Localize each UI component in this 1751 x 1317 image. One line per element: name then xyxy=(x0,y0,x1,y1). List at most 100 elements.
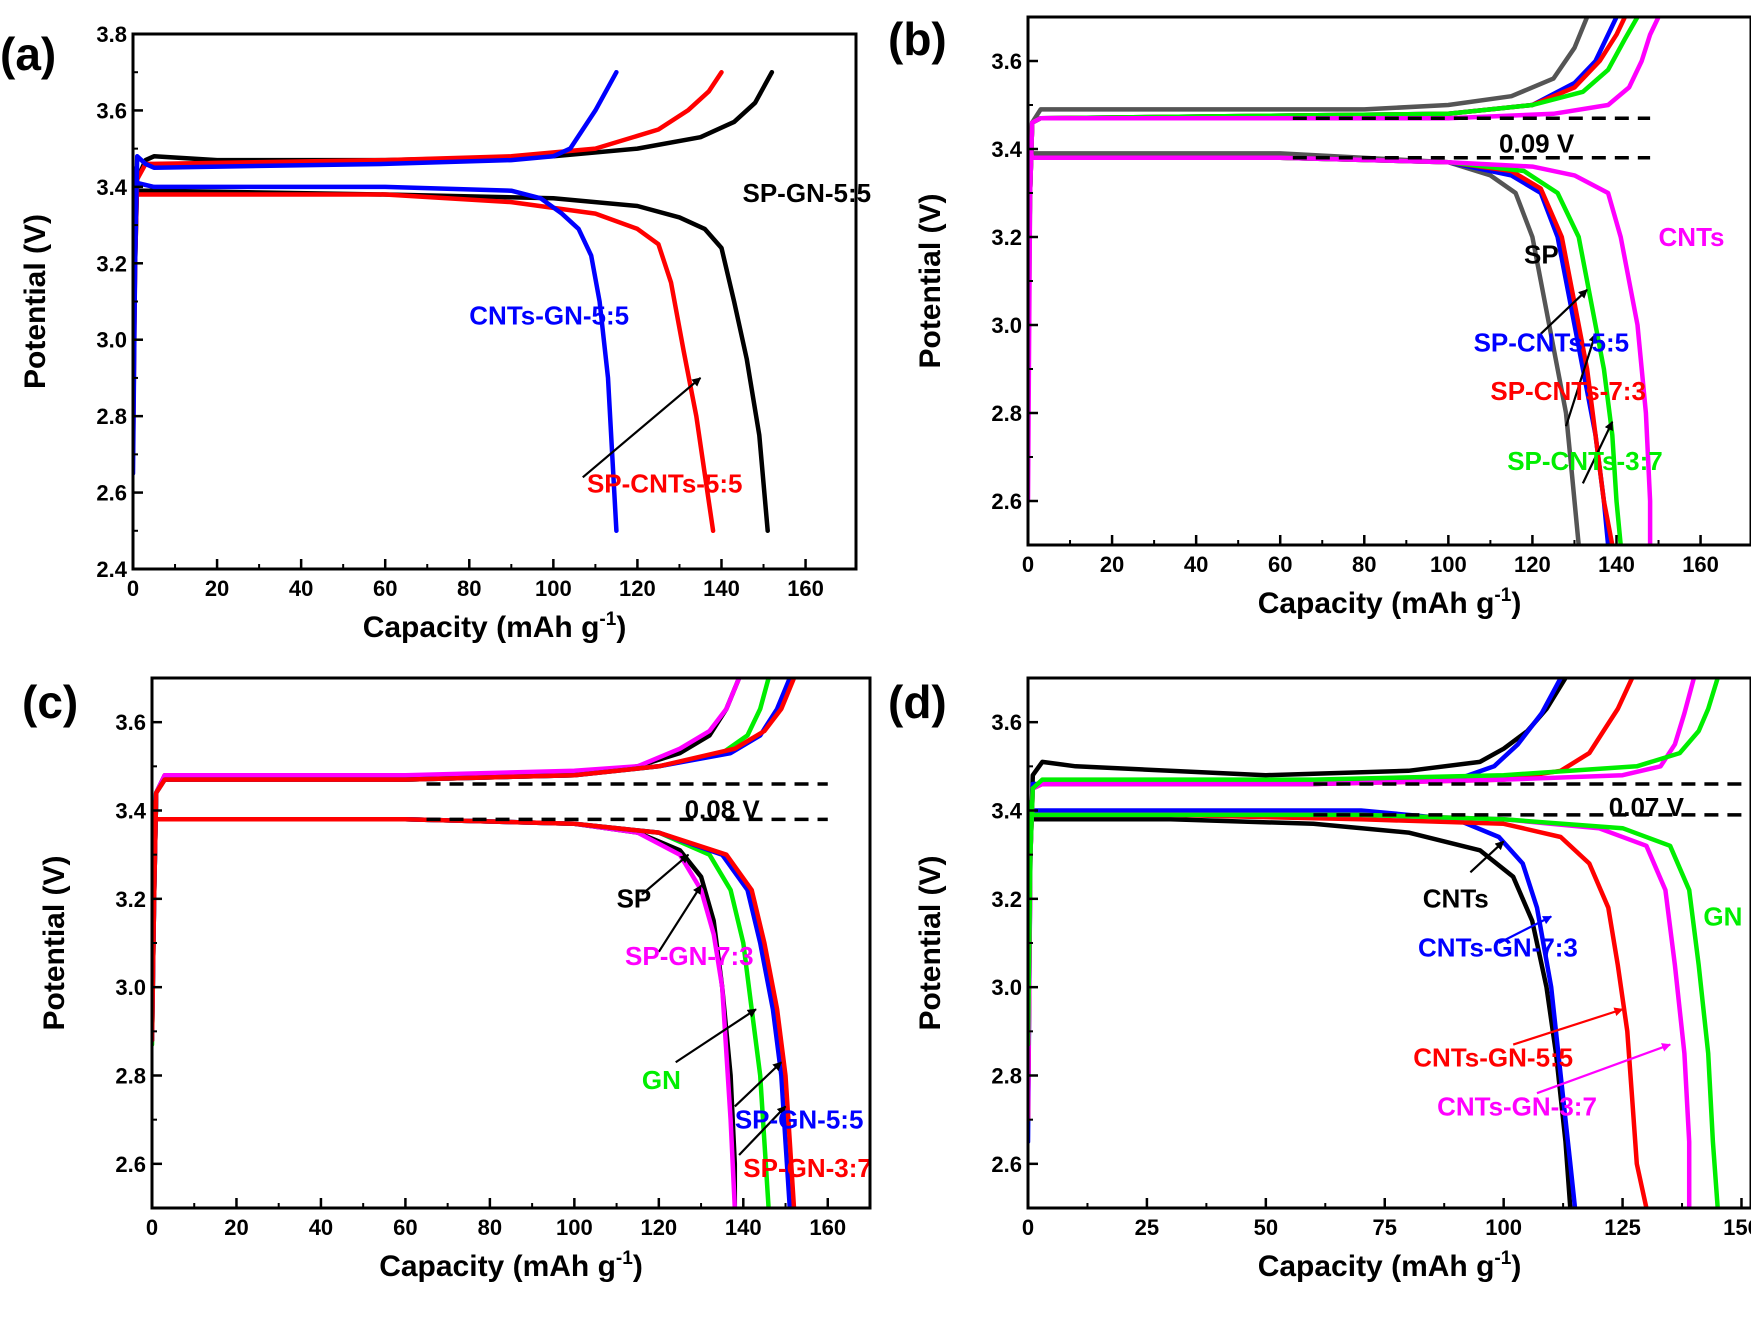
x-tick-label: 20 xyxy=(205,576,229,601)
chart-panel-3: (c) 0.08 V SP SP-GN-7:3 GN SP-GN-5:5 SP-GN-3:7… xyxy=(22,676,872,1283)
annotation-arrow-3 xyxy=(1512,1007,1624,1046)
annotation-arrow-2 xyxy=(1498,915,1553,944)
x-tick-label: 100 xyxy=(1430,552,1467,577)
series-line-cnts-gn-5-5-charge xyxy=(133,69,619,476)
annotation-arrow-3 xyxy=(675,1008,757,1064)
series-label-cnts-gn-5-5: CNTs-GN-5:5 xyxy=(1413,1043,1573,1073)
y-tick-label: 2.8 xyxy=(96,404,127,429)
panel-letter: (a) xyxy=(0,28,56,80)
y-tick-label: 3.6 xyxy=(96,98,127,123)
y-tick-label: 3.2 xyxy=(991,887,1022,912)
annotation-arrow-2 xyxy=(657,884,702,953)
x-tick-label: 140 xyxy=(1598,552,1635,577)
series-label-gn: GN xyxy=(642,1065,681,1095)
series-line-cnts-gn-7-3-discharge xyxy=(1028,799,1578,1208)
annotation-arrow-1 xyxy=(1540,289,1588,335)
chart-panel-4: (d) 0.07 V CNTs CNTs-GN-7:3 CNTs-GN-5:5 CNTs-… xyxy=(888,676,1751,1283)
x-tick-label: 0 xyxy=(1022,552,1034,577)
series-group xyxy=(152,678,797,1208)
x-axis-title-superscript: -1 xyxy=(1494,585,1511,606)
series-line-sp-cnts-5-5-charge xyxy=(133,69,724,457)
x-tick-label: 100 xyxy=(535,576,572,601)
x-tick-label: 0 xyxy=(127,576,139,601)
series-line-gn-discharge xyxy=(152,799,771,1208)
annotation-arrow-4 xyxy=(734,1061,783,1108)
x-tick-label: 60 xyxy=(393,1215,417,1240)
panel-letter: (c) xyxy=(22,676,78,728)
series-label-sp: SP xyxy=(617,884,652,914)
series-line-cnts-discharge xyxy=(1028,137,1653,545)
series-line-sp-gn-7-3-discharge xyxy=(152,799,738,1208)
x-tick-label: 125 xyxy=(1604,1215,1641,1240)
panel-letter: (b) xyxy=(888,13,947,65)
series-label-cnts-gn-3-7: CNTs-GN-3:7 xyxy=(1437,1091,1597,1121)
y-tick-label: 2.4 xyxy=(96,557,127,582)
series-line-sp-cnts-7-3-charge xyxy=(1028,17,1628,328)
x-tick-label: 100 xyxy=(556,1215,593,1240)
y-tick-label: 2.6 xyxy=(991,1152,1022,1177)
x-tick-label: 0 xyxy=(1022,1215,1034,1240)
series-label-sp-gn-5-5: SP-GN-5:5 xyxy=(735,1105,864,1135)
x-tick-label: 20 xyxy=(1100,552,1124,577)
x-tick-label: 160 xyxy=(787,576,824,601)
plot-frame xyxy=(1026,676,1751,1210)
y-tick-label: 3.2 xyxy=(96,251,127,276)
y-tick-label: 3.6 xyxy=(115,710,146,735)
series-line-sp-gn-3-7-discharge xyxy=(152,799,797,1208)
y-tick-label: 3.4 xyxy=(96,175,127,200)
x-tick-label: 80 xyxy=(1352,552,1376,577)
x-axis-title: Capacity (mAh g-1) xyxy=(1258,585,1522,620)
series-label-cnts: CNTs xyxy=(1659,222,1725,252)
y-tick-label: 3.4 xyxy=(991,137,1022,162)
series-label-sp-cnts-5-5: SP-CNTs-5:5 xyxy=(587,469,743,499)
x-tick-label: 20 xyxy=(224,1215,248,1240)
x-axis-title: Capacity (mAh g-1) xyxy=(379,1248,643,1283)
annotation-arrow-5 xyxy=(738,1105,787,1156)
series-line-sp-gn-7-3-charge xyxy=(152,678,742,1043)
x-tick-label: 25 xyxy=(1135,1215,1159,1240)
y-tick-label: 3.0 xyxy=(991,975,1022,1000)
series-label-cnts: CNTs xyxy=(1423,884,1489,914)
annotation-arrow-4 xyxy=(1536,1043,1671,1095)
series-line-sp-gn-5-5-discharge xyxy=(133,176,770,534)
series-line-sp-gn-5-5-charge xyxy=(133,69,775,419)
chart-panel-1: (a) SP-GN-5:5 SP-CNTs-5:5 CNTs-GN-5:5 0 20 40 6… xyxy=(0,22,871,644)
series-line-sp-cnts-5-5-discharge xyxy=(133,176,716,534)
series-label-cnts-gn-5-5: CNTs-GN-5:5 xyxy=(469,300,629,330)
annotation-arrow-1 xyxy=(641,853,690,896)
series-line-sp-discharge xyxy=(1028,137,1581,545)
series-group xyxy=(1028,17,1661,545)
x-tick-label: 80 xyxy=(457,576,481,601)
series-line-cnts-discharge xyxy=(1028,799,1573,1208)
series-line-gn-discharge xyxy=(1028,799,1720,1208)
y-tick-label: 2.8 xyxy=(991,1064,1022,1089)
y-axis-title: Potential (V) xyxy=(19,214,52,389)
x-tick-label: 60 xyxy=(1268,552,1292,577)
x-tick-label: 50 xyxy=(1254,1215,1278,1240)
series-line-gn-charge xyxy=(152,678,771,1047)
series-group xyxy=(1028,678,1720,1208)
y-tick-label: 3.4 xyxy=(115,799,146,824)
x-tick-label: 160 xyxy=(809,1215,846,1240)
y-tick-label: 2.6 xyxy=(96,481,127,506)
series-line-sp-gn-3-7-charge xyxy=(152,678,797,1043)
chart-panel-2: (b) 0.09 V SP SP-CNTs-5:5 SP-CNTs-7:3 SP-CNTs… xyxy=(888,13,1751,620)
x-tick-label: 140 xyxy=(703,576,740,601)
series-label-sp-cnts-5-5: SP-CNTs-5:5 xyxy=(1474,327,1630,357)
annotation-arrow-1 xyxy=(1469,840,1505,874)
y-tick-label: 3.2 xyxy=(115,887,146,912)
y-axis-title: Potential (V) xyxy=(38,855,71,1030)
y-axis-title: Potential (V) xyxy=(914,193,947,368)
x-tick-label: 0 xyxy=(146,1215,158,1240)
x-tick-label: 80 xyxy=(478,1215,502,1240)
x-tick-label: 120 xyxy=(640,1215,677,1240)
x-tick-label: 100 xyxy=(1485,1215,1522,1240)
series-label-sp: SP xyxy=(1524,239,1559,269)
x-axis-title-superscript: -1 xyxy=(599,609,616,630)
delta-label: 0.07 V xyxy=(1609,792,1685,822)
y-tick-label: 3.8 xyxy=(96,22,127,47)
annotation-arrow-3 xyxy=(1581,420,1614,484)
y-tick-label: 2.8 xyxy=(115,1064,146,1089)
series-line-sp-gn-5-5-charge xyxy=(152,678,793,1043)
series-line-sp-gn-5-5-discharge xyxy=(152,799,793,1208)
